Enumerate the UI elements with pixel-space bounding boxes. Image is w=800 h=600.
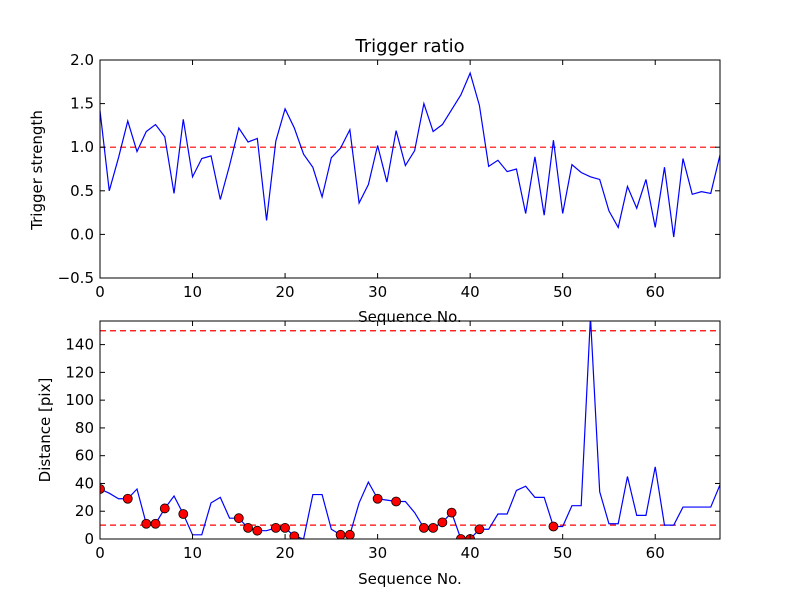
y-tick-label: 0.5 (70, 182, 94, 200)
y-tick-label: 100 (65, 391, 94, 409)
data-point-marker (252, 525, 263, 536)
y-tick-label: 140 (65, 336, 94, 354)
y-axis-label: Trigger strength (28, 110, 46, 231)
data-point-marker (372, 493, 383, 504)
x-tick-label: 10 (183, 544, 202, 562)
data-point-marker (289, 531, 300, 539)
axes-frame (99, 320, 721, 540)
data-point-marker (233, 513, 244, 524)
x-tick-label: 0 (95, 544, 105, 562)
x-tick-label: 20 (276, 283, 295, 301)
y-tick-label: 1.5 (70, 95, 94, 113)
y-tick-label: 0 (84, 530, 94, 548)
plot-area (100, 71, 720, 238)
data-point-marker (344, 529, 355, 539)
data-point-marker (391, 496, 402, 507)
data-point-marker (446, 507, 457, 518)
x-tick-label: 40 (461, 283, 480, 301)
y-tick-label: 40 (75, 474, 94, 492)
data-point-marker (100, 484, 105, 494)
trigger-ratio-chart: Trigger ratio Sequence No. Trigger stren… (28, 36, 721, 326)
x-axis-label: Sequence No. (358, 570, 462, 588)
x-tick-label: 30 (368, 283, 387, 301)
data-point-marker (141, 518, 152, 529)
series-line (100, 71, 720, 238)
data-point-marker (455, 534, 466, 539)
series-line (100, 321, 720, 539)
x-tick-label: 10 (183, 283, 202, 301)
data-point-marker (474, 524, 485, 535)
chart-title: Trigger ratio (354, 36, 464, 57)
data-point-marker (243, 522, 253, 533)
y-tick-label: 20 (75, 502, 94, 520)
x-tick-label: 60 (646, 544, 665, 562)
data-point-marker (418, 522, 429, 533)
distance-chart: Sequence No. Distance [pix] 0 10 20 30 40 50 6… (36, 320, 721, 588)
y-tick-label: 60 (75, 447, 94, 465)
x-tick-label: 50 (553, 283, 572, 301)
data-point-marker (122, 493, 133, 504)
data-point-marker (428, 522, 439, 533)
data-point-marker (159, 503, 170, 514)
x-tick-label: 50 (553, 544, 572, 562)
data-point-marker (178, 509, 189, 519)
data-point-marker (280, 522, 290, 533)
y-tick-label: 0.0 (70, 225, 94, 243)
x-tick-label: 20 (276, 544, 295, 562)
x-tick-label: 40 (461, 544, 480, 562)
x-tick-label: 60 (646, 283, 665, 301)
data-point-marker (150, 518, 161, 529)
axes-frame (99, 59, 721, 279)
data-point-marker (548, 521, 559, 532)
y-tick-label: 1.0 (70, 138, 94, 156)
y-tick-label: −0.5 (58, 269, 94, 287)
x-tick-label: 0 (95, 283, 105, 301)
data-point-marker (437, 517, 448, 528)
y-axis-label: Distance [pix] (36, 378, 54, 483)
y-tick-label: 2.0 (70, 51, 94, 69)
x-tick-label: 30 (368, 544, 387, 562)
data-point-marker (270, 522, 281, 533)
y-tick-label: 80 (75, 419, 94, 437)
data-point-marker (335, 529, 346, 539)
plot-area (100, 321, 720, 539)
y-tick-label: 120 (65, 363, 94, 381)
x-axis-label: Sequence No. (358, 308, 462, 326)
